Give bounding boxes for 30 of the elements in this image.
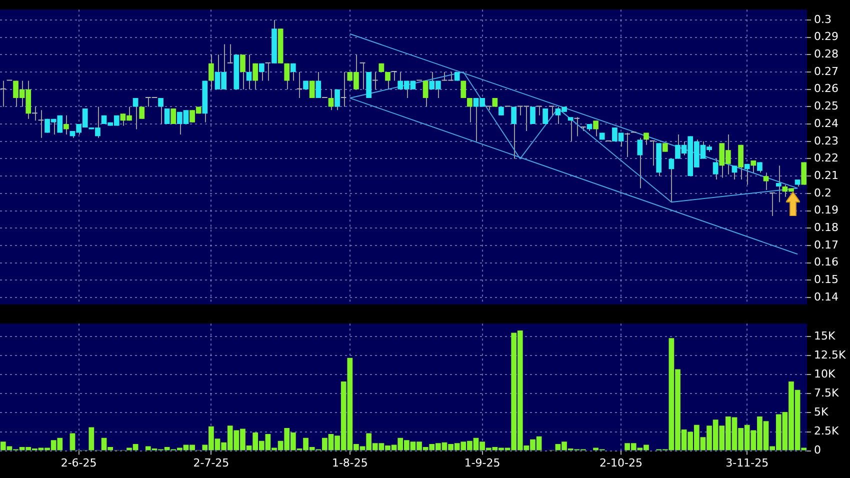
- y-tick-label: 0.22: [814, 152, 838, 165]
- y-tick-label: 0.27: [814, 64, 838, 78]
- x-tick-label: 1-8-25: [332, 456, 368, 470]
- y-tick-label: 7.5K: [814, 386, 840, 400]
- y-tick-label: 12.5K: [814, 348, 846, 362]
- y-tick-label: 0.3: [814, 12, 832, 26]
- y-tick-label: 0.19: [814, 204, 838, 217]
- y-tick-label: 10K: [814, 367, 836, 380]
- y-tick-label: 5K: [814, 406, 829, 419]
- x-tick-label: 3-11-25: [726, 456, 769, 470]
- y-tick-label: 0.2: [814, 186, 832, 200]
- y-tick-label: 0: [814, 444, 821, 457]
- y-tick-label: 2.5K: [814, 424, 840, 438]
- y-tick-label: 0.25: [814, 100, 838, 113]
- x-tick-label: 2-6-25: [60, 456, 97, 470]
- x-tick-label: 2-7-25: [193, 456, 230, 470]
- x-tick-label: 1-9-25: [464, 456, 500, 470]
- y-tick-label: 0.17: [814, 238, 838, 252]
- y-tick-label: 0.16: [814, 256, 838, 269]
- y-tick-label: 0.15: [814, 272, 838, 286]
- y-tick-label: 0.29: [814, 30, 838, 44]
- y-tick-label: 0.28: [814, 48, 838, 61]
- y-tick-label: 0.18: [814, 220, 838, 234]
- x-tick-label: 2-10-25: [600, 456, 642, 470]
- y-tick-label: 0.24: [814, 116, 838, 130]
- y-tick-label: 0.23: [814, 134, 838, 148]
- y-tick-label: 0.21: [814, 168, 838, 182]
- y-tick-label: 15K: [814, 329, 836, 342]
- y-tick-label: 0.14: [814, 290, 838, 304]
- y-tick-label: 0.26: [814, 82, 838, 96]
